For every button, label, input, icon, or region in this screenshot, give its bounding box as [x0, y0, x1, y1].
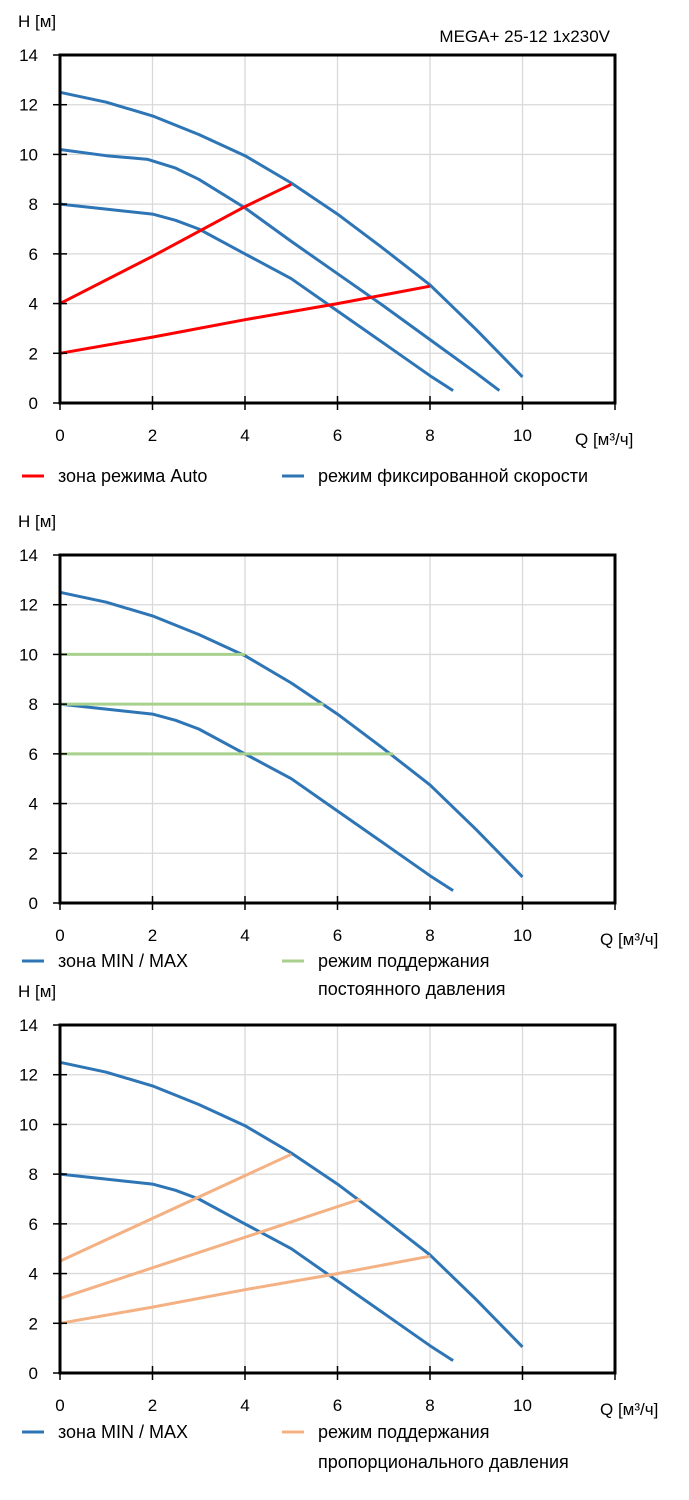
y-tick-label: 12 [19, 596, 38, 615]
x-axis-label: Q [м³/ч] [600, 930, 658, 949]
y-tick-label: 10 [19, 645, 38, 664]
y-tick-label: 2 [29, 844, 38, 863]
x-tick-label: 4 [240, 1396, 249, 1415]
series-line-4 [59, 182, 292, 305]
y-axis-label: H [м] [18, 12, 56, 31]
legend-label: режим фиксированной скорости [318, 466, 588, 486]
series-line-2 [59, 1172, 454, 1362]
y-tick-label: 0 [29, 894, 38, 913]
x-tick-label: 8 [425, 1396, 434, 1415]
x-tick-label: 4 [240, 426, 249, 445]
chart-3: 0 2 4 6 8 10 0 2 4 6 8 10 12 14 H [м] Q [м³/ч] зона MIN … [18, 982, 658, 1472]
y-tick-label: 12 [19, 96, 38, 115]
legend-label-line2: постоянного давления [318, 979, 506, 999]
x-tick-label: 8 [425, 926, 434, 945]
y-tick-label: 4 [29, 295, 38, 314]
x-axis-label: Q [м³/ч] [575, 430, 633, 449]
y-tick-label: 14 [19, 546, 38, 565]
y-tick-label: 4 [29, 1265, 38, 1284]
x-tick-label: 2 [148, 1396, 157, 1415]
y-tick-label: 6 [29, 1215, 38, 1234]
x-tick-label: 6 [333, 426, 342, 445]
series-line-5 [59, 1254, 431, 1325]
x-tick-label: 10 [513, 926, 532, 945]
chart-2: 0 2 4 6 8 10 0 2 4 6 8 10 12 14 H [м] Q [м³/ч] зона MIN … [18, 512, 658, 999]
x-tick-label: 4 [240, 926, 249, 945]
series-line-5 [59, 284, 431, 355]
series-line-3 [59, 1152, 292, 1263]
y-axis-label: H [м] [18, 512, 56, 531]
series-line-2 [59, 702, 454, 892]
legend-label: режим поддержания [318, 1422, 489, 1442]
x-tick-label: 6 [333, 926, 342, 945]
y-tick-label: 10 [19, 1115, 38, 1134]
y-tick-label: 2 [29, 1314, 38, 1333]
x-tick-label: 0 [55, 1396, 64, 1415]
series-line-1 [59, 590, 524, 878]
x-tick-label: 2 [148, 926, 157, 945]
y-axis-label: H [м] [18, 982, 56, 1001]
x-tick-label: 2 [148, 426, 157, 445]
series-line-2 [59, 148, 501, 392]
x-tick-label: 0 [55, 426, 64, 445]
y-tick-label: 12 [19, 1066, 38, 1085]
y-tick-label: 8 [29, 695, 38, 714]
y-tick-label: 8 [29, 1165, 38, 1184]
y-tick-label: 0 [29, 1364, 38, 1383]
y-tick-label: 4 [29, 795, 38, 814]
y-tick-label: 8 [29, 195, 38, 214]
y-tick-label: 6 [29, 745, 38, 764]
y-tick-label: 14 [19, 46, 38, 65]
x-tick-label: 0 [55, 926, 64, 945]
y-tick-label: 14 [19, 1016, 38, 1035]
legend-label: зона MIN / MAX [58, 951, 188, 971]
y-tick-label: 0 [29, 394, 38, 413]
legend-label: зона режима Auto [58, 466, 207, 486]
y-tick-label: 6 [29, 245, 38, 264]
chart-1: 0 2 4 6 8 10 0 2 4 6 8 10 12 14 H [м] Q [м³/ч] MEGA+ 25-… [18, 12, 633, 486]
x-axis-label: Q [м³/ч] [600, 1400, 658, 1419]
x-tick-label: 8 [425, 426, 434, 445]
series-line-3 [59, 202, 454, 392]
legend-label: зона MIN / MAX [58, 1422, 188, 1442]
x-tick-label: 10 [513, 1396, 532, 1415]
series-line-1 [59, 90, 524, 378]
x-tick-label: 6 [333, 1396, 342, 1415]
x-tick-label: 10 [513, 426, 532, 445]
legend-label: режим поддержания [318, 951, 489, 971]
y-tick-label: 2 [29, 344, 38, 363]
legend-label-line2: пропорционального давления [318, 1452, 569, 1472]
chart-title: MEGA+ 25-12 1x230V [439, 27, 610, 46]
y-tick-label: 10 [19, 145, 38, 164]
series-line-1 [59, 1060, 524, 1348]
series-line-4 [59, 1197, 362, 1300]
